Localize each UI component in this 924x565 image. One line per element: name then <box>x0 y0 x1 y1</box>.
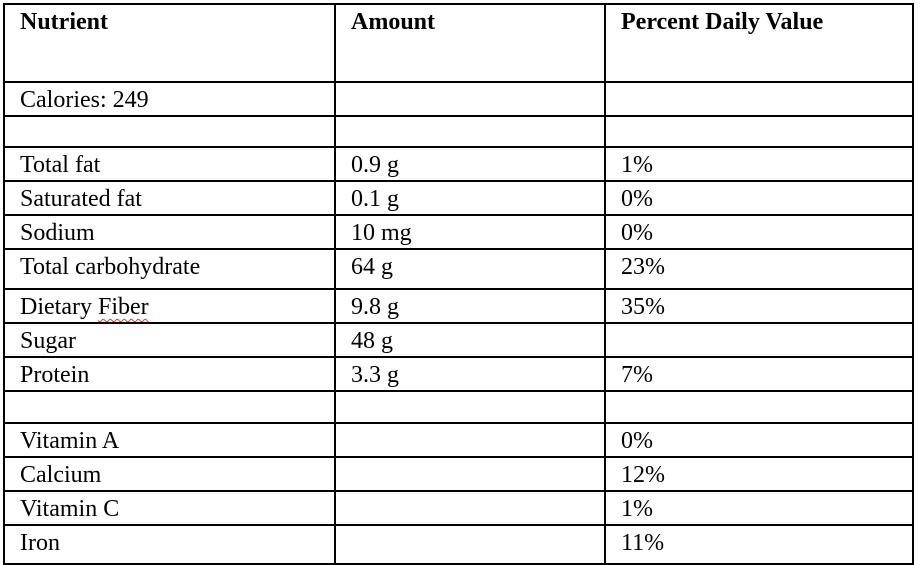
calories-amount <box>334 81 606 117</box>
vitamin-c-amount <box>334 490 606 526</box>
calcium-pdv: 12% <box>604 456 914 492</box>
protein-pdv: 7% <box>604 356 914 392</box>
row-spacer-top <box>3 115 914 148</box>
vitamin-c-pdv: 1% <box>604 490 914 526</box>
dietary-fiber-word-fiber-spellcheck: Fiber <box>97 294 149 320</box>
row-sodium: Sodium 10 mg 0% <box>3 214 914 250</box>
sodium-label: Sodium <box>3 214 336 250</box>
protein-amount: 3.3 g <box>334 356 606 392</box>
row-total-carbohydrate: Total carbohydrate 64 g 23% <box>3 248 914 290</box>
row-dietary-fiber: Dietary Fiber 9.8 g 35% <box>3 288 914 324</box>
row-vitamin-c: Vitamin C 1% <box>3 490 914 526</box>
row-total-fat: Total fat 0.9 g 1% <box>3 146 914 182</box>
dietary-fiber-label: Dietary Fiber <box>3 288 336 324</box>
header-cell-amount: Amount <box>334 3 606 83</box>
iron-amount <box>334 524 606 565</box>
sugar-label: Sugar <box>3 322 336 358</box>
row-calcium: Calcium 12% <box>3 456 914 492</box>
dietary-fiber-amount: 9.8 g <box>334 288 606 324</box>
row-saturated-fat: Saturated fat 0.1 g 0% <box>3 180 914 216</box>
total-carbohydrate-amount: 64 g <box>334 248 606 290</box>
protein-label: Protein <box>3 356 336 392</box>
row-iron: Iron 11% <box>3 524 914 565</box>
total-carbohydrate-pdv: 23% <box>604 248 914 290</box>
iron-label: Iron <box>3 524 336 565</box>
sodium-amount: 10 mg <box>334 214 606 250</box>
saturated-fat-amount: 0.1 g <box>334 180 606 216</box>
spacer-cell <box>334 390 606 424</box>
vitamin-c-label: Vitamin C <box>3 490 336 526</box>
spacer-cell <box>334 115 606 148</box>
total-fat-label: Total fat <box>3 146 336 182</box>
calories-label: Calories: 249 <box>3 81 336 117</box>
vitamin-a-label: Vitamin A <box>3 422 336 458</box>
vitamin-a-amount <box>334 422 606 458</box>
vitamin-a-pdv: 0% <box>604 422 914 458</box>
row-sugar: Sugar 48 g <box>3 322 914 358</box>
sodium-pdv: 0% <box>604 214 914 250</box>
calcium-amount <box>334 456 606 492</box>
row-calories: Calories: 249 <box>3 81 914 117</box>
dietary-fiber-word-dietary: Dietary <box>20 294 92 320</box>
total-fat-pdv: 1% <box>604 146 914 182</box>
calories-pdv <box>604 81 914 117</box>
total-carbohydrate-label: Total carbohydrate <box>3 248 336 290</box>
total-fat-amount: 0.9 g <box>334 146 606 182</box>
spacer-cell <box>3 115 336 148</box>
row-spacer-bottom <box>3 390 914 424</box>
row-vitamin-a: Vitamin A 0% <box>3 422 914 458</box>
calcium-label: Calcium <box>3 456 336 492</box>
nutrition-table: Nutrient Amount Percent Daily Value Calo… <box>3 3 914 565</box>
spacer-cell <box>604 390 914 424</box>
header-cell-percent-daily-value: Percent Daily Value <box>604 3 914 83</box>
spacer-cell <box>604 115 914 148</box>
header-row: Nutrient Amount Percent Daily Value <box>3 3 914 83</box>
header-cell-nutrient: Nutrient <box>3 3 336 83</box>
spacer-cell <box>3 390 336 424</box>
dietary-fiber-pdv: 35% <box>604 288 914 324</box>
sugar-amount: 48 g <box>334 322 606 358</box>
saturated-fat-pdv: 0% <box>604 180 914 216</box>
iron-pdv: 11% <box>604 524 914 565</box>
row-protein: Protein 3.3 g 7% <box>3 356 914 392</box>
saturated-fat-label: Saturated fat <box>3 180 336 216</box>
sugar-pdv <box>604 322 914 358</box>
